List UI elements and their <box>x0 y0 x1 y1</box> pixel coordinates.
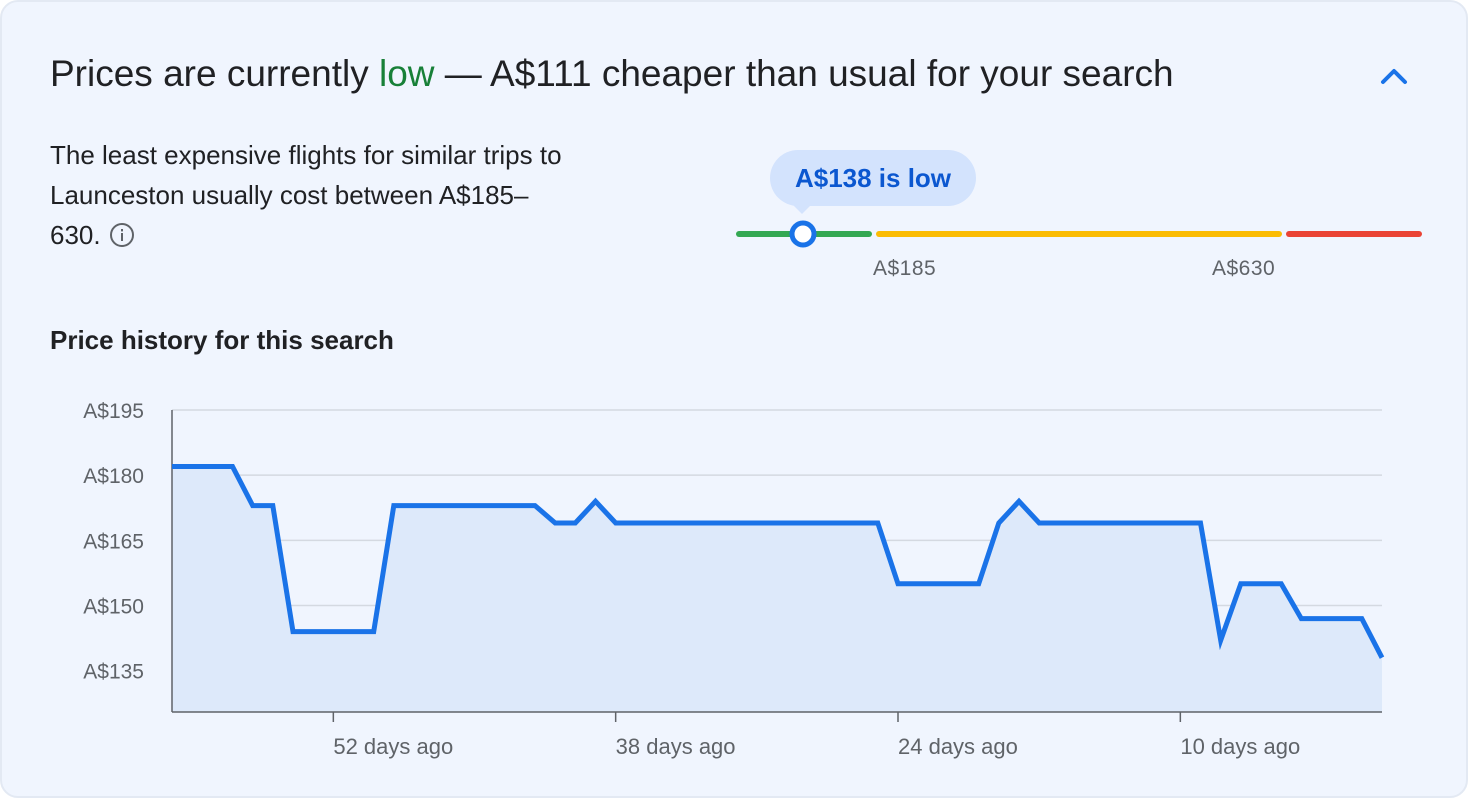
price-history-line <box>172 464 1385 659</box>
y-tick-label: A$195 <box>83 400 144 423</box>
bubble-tail <box>792 204 812 214</box>
x-tick-label: 10 days ago <box>1180 734 1300 759</box>
price-range-description: The least expensive flights for similar … <box>50 135 570 255</box>
x-tick-label: 38 days ago <box>616 734 736 759</box>
price-status-low: low <box>379 53 435 94</box>
gauge-high-threshold-label: A$630 <box>1212 257 1276 280</box>
y-tick-label: A$165 <box>83 530 144 553</box>
headline-suffix: — A$111 cheaper than usual for your sear… <box>434 53 1174 94</box>
headline-prefix: Prices are currently <box>50 53 379 94</box>
info-icon[interactable] <box>109 222 135 248</box>
x-tick-label: 24 days ago <box>898 734 1018 759</box>
y-tick-label: A$180 <box>83 465 144 488</box>
price-area-fill <box>172 466 1382 712</box>
chevron-up-icon <box>1381 69 1407 84</box>
price-history-title: Price history for this search <box>50 325 394 355</box>
price-range-gauge <box>736 220 1422 248</box>
x-tick-label: 52 days ago <box>333 734 453 759</box>
description-text: The least expensive flights for similar … <box>50 140 562 250</box>
current-price-bubble: A$138 is low <box>770 150 976 206</box>
collapse-button[interactable] <box>1374 58 1414 94</box>
price-history-chart: A$195 A$180 A$165 A$150 A$135 52 days ago 38 d… <box>83 400 1385 759</box>
price-headline: Prices are currently low — A$111 cheaper… <box>50 52 1174 96</box>
y-tick-label: A$150 <box>83 596 144 619</box>
gauge-current-price-marker <box>789 220 817 248</box>
y-tick-label: A$135 <box>83 661 144 684</box>
gauge-low-threshold-label: A$185 <box>873 257 937 280</box>
